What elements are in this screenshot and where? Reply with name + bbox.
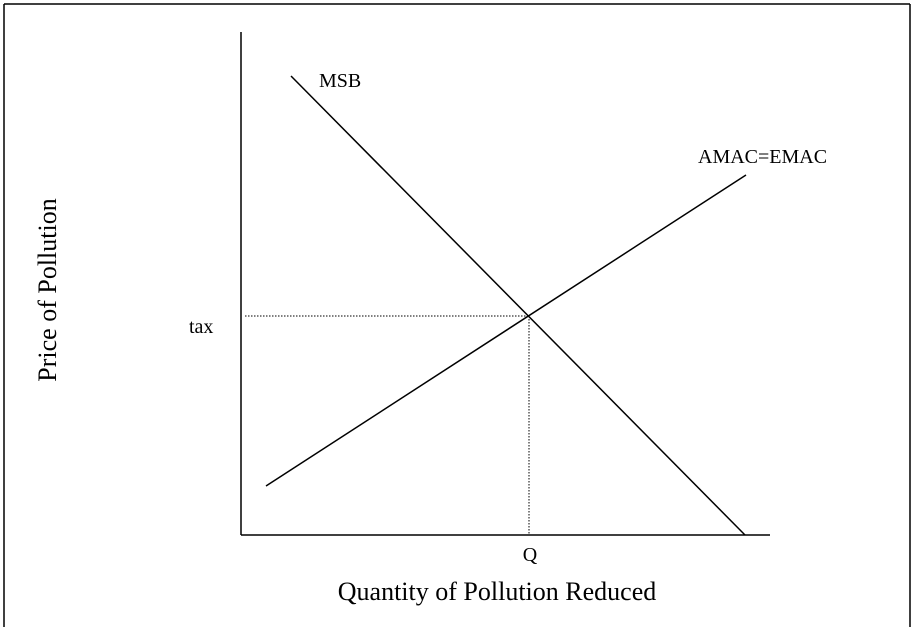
y-axis-title: Price of Pollution <box>33 198 62 381</box>
mac-label: AMAC=EMAC <box>698 146 827 168</box>
axes <box>240 32 770 536</box>
tax-label: tax <box>189 316 213 338</box>
quantity-label: Q <box>523 544 538 566</box>
msb-label: MSB <box>319 70 361 92</box>
mac-curve <box>265 174 747 487</box>
x-axis-title: Quantity of Pollution Reduced <box>338 577 656 606</box>
frame <box>3 3 911 627</box>
msb-curve <box>290 75 746 536</box>
